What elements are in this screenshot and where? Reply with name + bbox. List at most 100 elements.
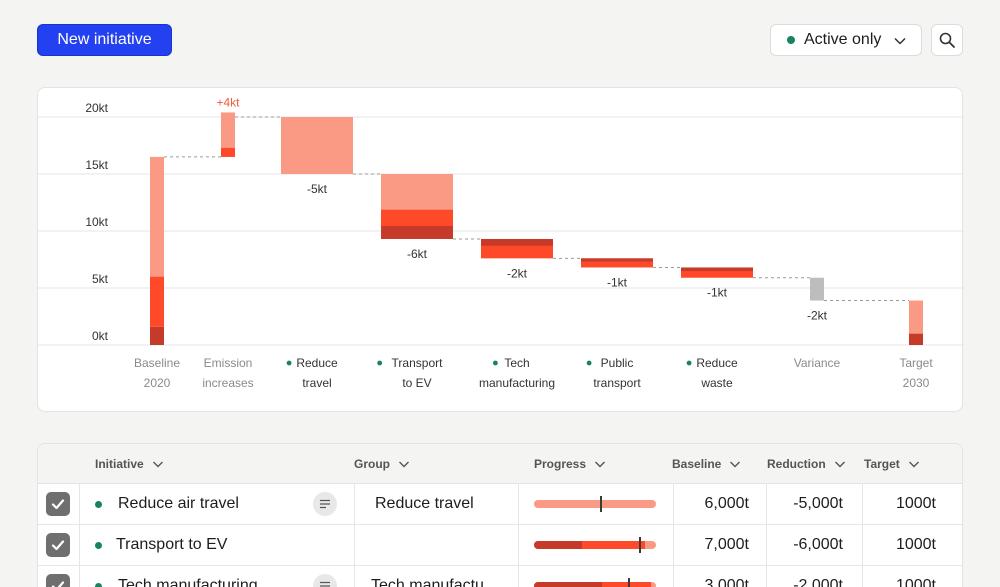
column-divider: [518, 484, 519, 524]
column-divider: [862, 484, 863, 524]
waterfall-bar: [810, 277, 824, 301]
y-tick-label: 20kt: [85, 101, 108, 115]
x-axis-label: Emission: [204, 356, 253, 370]
x-axis-label: waste: [700, 376, 733, 390]
progress-bar: [534, 541, 656, 549]
column-divider: [862, 525, 863, 565]
status-dot-icon: [95, 583, 102, 587]
x-axis-label: 2030: [903, 376, 930, 390]
waterfall-chart: 0kt 5kt 10kt 15kt 20kt Baseline 2020 +4kt Emissi…: [37, 87, 964, 412]
target-value: 1000t: [895, 495, 936, 512]
chevron-down-icon: [834, 461, 845, 468]
column-divider: [354, 566, 355, 587]
note-button[interactable]: [313, 574, 337, 587]
filter-label: Active only: [804, 31, 882, 48]
column-divider: [673, 566, 674, 587]
waterfall-bar: [581, 258, 653, 268]
chevron-down-icon: [730, 461, 741, 468]
group-name: Reduce travel: [375, 495, 474, 512]
checkmark-icon: [51, 540, 65, 551]
chevron-down-icon: [908, 461, 919, 468]
column-divider: [518, 566, 519, 587]
group-name: [375, 525, 517, 565]
waterfall-bar: [909, 300, 923, 334]
column-divider: [354, 525, 355, 565]
waterfall-bar-segment: [481, 238, 553, 246]
column-header-initiative[interactable]: Initiative: [95, 444, 164, 484]
waterfall-bar: [150, 276, 164, 327]
search-button[interactable]: [931, 24, 963, 56]
column-divider: [766, 525, 767, 565]
bar-value-label: -1kt: [707, 286, 728, 300]
baseline-value: 7,000t: [704, 536, 749, 553]
chevron-down-icon: [399, 461, 409, 468]
x-axis-label: Baseline: [134, 356, 180, 370]
x-axis-label: travel: [302, 376, 331, 390]
table-row[interactable]: Reduce air travel Reduce travel 6,000t -5,0…: [38, 484, 962, 525]
chevron-down-icon: [595, 461, 606, 468]
column-header-reduction[interactable]: Reduction: [767, 444, 846, 484]
column-header-progress[interactable]: Progress: [534, 444, 606, 484]
progress-bar: [534, 500, 656, 508]
x-axis-label: manufacturing: [479, 376, 555, 390]
notes-icon: [320, 581, 330, 587]
waterfall-bar: [150, 156, 164, 277]
column-divider: [673, 484, 674, 524]
row-checkbox[interactable]: [46, 492, 70, 516]
reduction-value: -5,000t: [793, 495, 843, 512]
active-dot-icon: [286, 360, 292, 366]
row-checkbox[interactable]: [46, 533, 70, 557]
waterfall-bar: [681, 267, 753, 278]
status-dot-icon: [787, 36, 795, 44]
x-axis-label: Tech: [504, 356, 529, 370]
initiative-name: Reduce air travel: [118, 495, 239, 512]
x-axis-label: Target: [899, 356, 933, 370]
column-divider: [766, 484, 767, 524]
x-axis-label: increases: [202, 376, 253, 390]
bar-value-label: -2kt: [807, 309, 828, 323]
column-divider: [766, 566, 767, 587]
active-dot-icon: [586, 360, 592, 366]
column-header-target[interactable]: Target: [864, 444, 920, 484]
target-value: 1000t: [895, 577, 936, 587]
baseline-value: 3,000t: [704, 577, 749, 587]
column-divider: [354, 484, 355, 524]
table-header: Initiative Group Progress Baseline Reduc…: [38, 444, 962, 484]
row-checkbox[interactable]: [46, 574, 70, 587]
y-tick-label: 5kt: [92, 272, 109, 286]
active-dot-icon: [686, 360, 692, 366]
note-button[interactable]: [313, 492, 337, 516]
progress-bar-in-progress: [602, 582, 652, 587]
column-divider: [862, 566, 863, 587]
column-header-baseline[interactable]: Baseline: [672, 444, 741, 484]
target-value: 1000t: [895, 536, 936, 553]
waterfall-bar-segment: [221, 147, 235, 157]
y-tick-label: 15kt: [85, 158, 108, 172]
progress-bar-in-progress: [581, 541, 646, 549]
waterfall-bar-segment: [581, 258, 653, 262]
table-row[interactable]: Tech manufacturing Tech manufactu 3,000t -2…: [38, 566, 962, 587]
waterfall-bar: [150, 326, 164, 345]
waterfall-bar: [221, 112, 235, 157]
y-tick-label: 10kt: [85, 215, 108, 229]
x-axis-label: 2020: [144, 376, 171, 390]
checkmark-icon: [51, 499, 65, 510]
waterfall-bar-segment: [381, 225, 453, 239]
table-row[interactable]: Transport to EV 7,000t -6,000t 1000t: [38, 525, 962, 566]
reduction-value: -6,000t: [793, 536, 843, 553]
column-header-group[interactable]: Group: [354, 444, 410, 484]
bar-value-label: -6kt: [407, 247, 428, 261]
status-filter-dropdown[interactable]: Active only: [770, 24, 922, 56]
bar-value-label: -1kt: [607, 275, 628, 289]
status-dot-icon: [95, 501, 102, 508]
status-dot-icon: [95, 542, 102, 549]
new-initiative-button[interactable]: New initiative: [37, 24, 172, 56]
bar-value-label: -2kt: [507, 266, 528, 280]
active-dot-icon: [377, 360, 383, 366]
waterfall-bar-segment: [381, 209, 453, 226]
initiatives-table: Initiative Group Progress Baseline Reduc…: [37, 443, 963, 587]
x-axis-label: transport: [593, 376, 641, 390]
progress-marker: [600, 496, 603, 512]
chevron-down-icon: [152, 461, 163, 468]
baseline-value: 6,000t: [704, 495, 749, 512]
